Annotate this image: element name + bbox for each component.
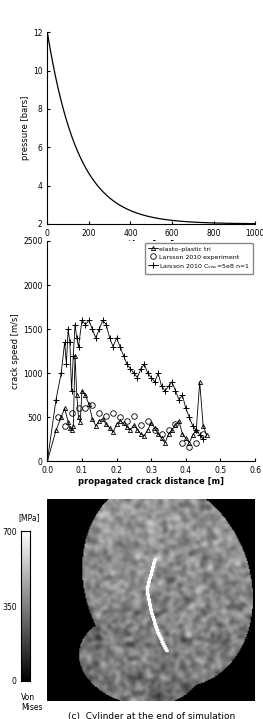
Legend: elasto–plastic tri, Larsson 2010 experiment, Larsson 2010 C$_{\rm visc}$=5e8 n=1: elasto–plastic tri, Larsson 2010 experim…: [145, 243, 253, 274]
X-axis label: propagated crack distance [m]: propagated crack distance [m]: [78, 477, 224, 486]
X-axis label: time [μ s]: time [μ s]: [128, 240, 174, 249]
Text: (b)  Crack speed: (b) Crack speed: [114, 523, 189, 532]
Text: (a)  Applied pressure: (a) Applied pressure: [104, 281, 198, 290]
Text: (c)  Cylinder at the end of simulation: (c) Cylinder at the end of simulation: [68, 712, 235, 719]
Y-axis label: crack speed [m/s]: crack speed [m/s]: [11, 313, 20, 389]
Y-axis label: pressure [bars]: pressure [bars]: [21, 96, 30, 160]
Text: [MPa]: [MPa]: [18, 513, 40, 522]
Text: Von
Mises: Von Mises: [21, 692, 43, 712]
